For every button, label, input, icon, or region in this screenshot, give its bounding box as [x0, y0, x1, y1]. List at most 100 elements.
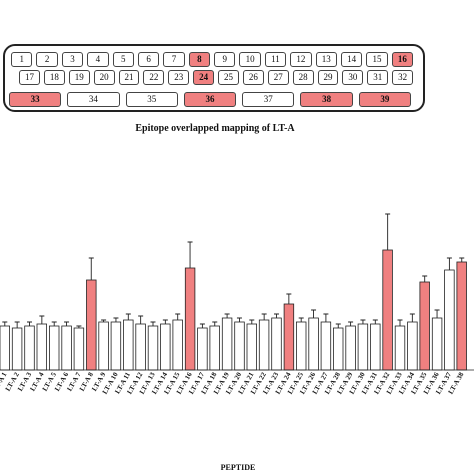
error-bar-18 [212, 321, 218, 326]
bar-21 [246, 323, 258, 371]
bars-layer [0, 213, 474, 371]
epitope-cell-22: 22 [143, 70, 165, 85]
epitope-cell-5: 5 [112, 52, 134, 67]
error-bar-32 [385, 213, 391, 250]
error-bar-33 [397, 319, 403, 326]
bar-32 [382, 249, 393, 371]
epitope-cell-19: 19 [68, 70, 90, 85]
error-bar-19 [224, 313, 230, 318]
epitope-cell-33: 33 [9, 92, 62, 107]
epitope-cell-18: 18 [43, 70, 65, 85]
epitope-cell-4: 4 [87, 52, 109, 67]
bar-19 [221, 317, 233, 371]
epitope-cell-17: 17 [19, 70, 40, 85]
epitope-cell-13: 13 [315, 52, 337, 67]
epitope-cell-38: 38 [300, 92, 353, 107]
error-bar-22 [261, 313, 267, 320]
bar-31 [370, 323, 381, 371]
epitope-cell-26: 26 [242, 70, 264, 85]
epitope-cell-1: 1 [11, 52, 33, 67]
tick-label-1: LT-A 1 [0, 371, 9, 393]
bar-33 [394, 325, 406, 371]
bar-28 [332, 327, 344, 371]
bar-22 [258, 319, 270, 371]
bar-23 [271, 317, 282, 371]
epitope-cell-15: 15 [366, 52, 388, 67]
bar-20 [234, 321, 245, 371]
epitope-cell-35: 35 [125, 92, 178, 107]
epitope-cell-34: 34 [67, 92, 120, 107]
error-bar-2 [14, 321, 20, 328]
bar-27 [320, 321, 332, 371]
epitope-map-panel: 1 2 3 4 5 6 7 8 9 10 11 12 13 14 15 16 17 18 19 20 21 22 23 24 2… [3, 44, 425, 112]
bar-15 [172, 319, 183, 371]
error-bar-17 [199, 323, 205, 328]
epitope-cell-29: 29 [317, 70, 339, 85]
bar-12 [135, 323, 146, 371]
error-bar-9 [101, 319, 107, 322]
error-bar-13 [150, 321, 156, 326]
epitope-cell-25: 25 [218, 70, 239, 85]
bar-10 [110, 321, 122, 371]
error-bar-36 [434, 309, 440, 318]
bar-8 [86, 279, 97, 371]
error-bar-8 [88, 257, 94, 280]
error-bar-21 [249, 319, 255, 324]
bar-2 [11, 327, 23, 371]
epitope-cell-16: 16 [391, 52, 413, 67]
bar-17 [197, 327, 208, 371]
peptide-bar-chart: LT-A 1LT-A 2LT-A 3LT-A 4LT-A 5LT-A 6LT-A… [0, 213, 474, 472]
bar-13 [147, 325, 159, 371]
epitope-cell-28: 28 [292, 70, 314, 85]
bar-29 [345, 325, 356, 371]
epitope-cell-9: 9 [214, 52, 236, 67]
bar-26 [308, 317, 319, 371]
epitope-cell-23: 23 [168, 70, 190, 85]
error-bar-24 [286, 293, 292, 304]
epitope-map-caption: Epitope overlapped mapping of LT-A [135, 123, 295, 134]
error-bar-25 [298, 317, 304, 322]
epitope-cell-37: 37 [242, 92, 295, 107]
epitope-cell-14: 14 [340, 52, 363, 67]
error-bar-11 [125, 313, 131, 320]
epitope-cell-11: 11 [264, 52, 287, 67]
bar-7 [73, 327, 85, 371]
error-bar-30 [360, 319, 366, 324]
bar-16 [184, 267, 196, 371]
epitope-cell-12: 12 [290, 52, 312, 67]
epitope-cell-31: 31 [367, 70, 389, 85]
error-bar-35 [422, 275, 428, 282]
error-bar-14 [162, 319, 168, 324]
error-bar-7 [76, 325, 82, 328]
epitope-cell-36: 36 [183, 92, 237, 107]
bar-3 [24, 325, 35, 371]
error-bar-34 [409, 313, 415, 322]
epitope-cell-21: 21 [118, 70, 140, 85]
error-bar-23 [274, 313, 279, 318]
epitope-cell-10: 10 [239, 52, 261, 67]
epitope-cell-6: 6 [137, 52, 160, 67]
error-bar-31 [372, 319, 378, 324]
bar-38 [456, 261, 467, 371]
bar-5 [49, 325, 60, 371]
bar-1 [0, 325, 11, 371]
error-bar-6 [64, 321, 70, 326]
error-bar-15 [175, 313, 181, 320]
error-bar-37 [446, 257, 452, 270]
bar-11 [123, 319, 134, 371]
error-bar-5 [51, 321, 57, 326]
error-bar-29 [348, 321, 354, 326]
error-bar-1 [2, 321, 8, 326]
error-bar-10 [113, 317, 119, 322]
bar-25 [295, 321, 307, 371]
epitope-cell-30: 30 [342, 70, 364, 85]
epitope-cell-20: 20 [93, 70, 115, 85]
epitope-cell-8: 8 [188, 52, 210, 67]
epitope-cell-3: 3 [61, 52, 84, 67]
error-bar-12 [138, 315, 144, 324]
error-bar-3 [27, 321, 32, 326]
bar-36 [431, 317, 443, 371]
bar-35 [419, 281, 430, 371]
bar-18 [209, 325, 220, 371]
error-bar-28 [335, 323, 341, 328]
